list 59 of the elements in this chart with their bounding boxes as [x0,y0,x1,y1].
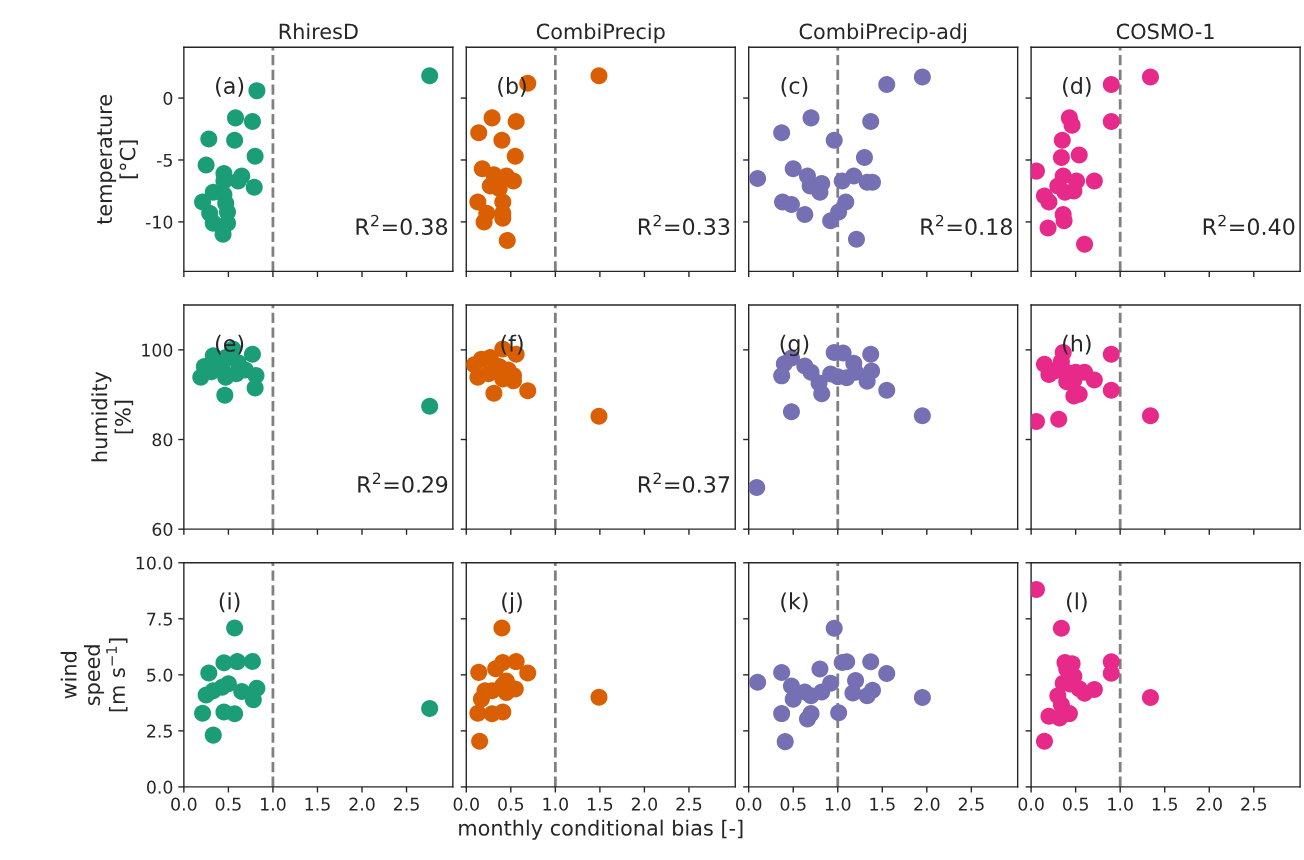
y-tick-label: -5 [156,153,172,167]
y-tick-label: -10 [145,215,173,229]
annotation: (b) [498,76,526,97]
annotation: (c) [781,76,808,97]
x-tick-label: 2.5 [958,797,984,811]
y-tick-label: 60 [152,522,173,536]
x-tick-label: 0.5 [498,797,524,811]
x-tick-label: 1.5 [587,797,613,811]
chart-title: CombiPrecip [536,23,665,44]
annotation: R$^{2}$=0.18 [921,214,1012,236]
y-tick-label: 2.5 [147,724,172,738]
x-tick-label: 1.5 [305,797,330,811]
y-axis-title: humidity [%] [91,371,134,462]
chart-title: COSMO-1 [1116,23,1214,40]
annotation: (k) [781,592,808,613]
y-tick-label: 100 [142,343,173,357]
y-tick-label: 5.0 [147,668,173,682]
x-tick-label: 2.0 [914,797,940,811]
annotation: (j) [502,592,522,614]
x-tick-label: 1.0 [1108,797,1133,811]
annotation: (h) [1063,334,1091,355]
x-tick-label: 0.5 [780,797,806,811]
x-tick-label: 1.0 [543,797,568,811]
annotation: R$^{2}$=0.40 [1203,214,1295,236]
x-tick-label: 0.0 [453,797,479,811]
x-tick-label: 1.5 [1152,797,1177,811]
x-tick-label: 1.5 [870,797,895,811]
x-tick-label: 2.5 [676,797,702,811]
x-tick-label: 0.0 [171,797,197,811]
x-axis-title: monthly conditional bias [-] [459,819,743,840]
chart-title: RhiresD [279,23,358,40]
x-tick-label: 1.0 [825,797,851,811]
annotation: (d) [1063,76,1091,97]
annotation: (l) [1067,592,1087,613]
x-tick-label: 2.5 [393,797,419,811]
y-tick-label: 80 [152,433,173,447]
annotation: R$^{2}$=0.38 [356,214,448,236]
x-tick-label: 2.0 [1196,797,1222,811]
annotation: (i) [219,592,240,613]
x-tick-label: 2.5 [1241,797,1267,811]
y-axis-title: wind speed [m s$^{−1}$] [60,638,128,712]
annotation: R$^{2}$=0.29 [358,472,448,493]
annotation: R$^{2}$=0.37 [638,472,730,493]
y-tick-label: 10.0 [136,556,173,570]
x-tick-label: 0.5 [215,797,241,811]
annotation: (a) [216,76,244,97]
annotation: R$^{2}$=0.33 [638,214,730,236]
x-tick-label: 0.0 [1018,797,1044,811]
y-tick-label: 0 [163,91,173,105]
y-axis-title: temperature [°C] [97,95,138,225]
x-tick-label: 0.5 [1062,797,1088,811]
chart-title: CombiPrecip-adj [799,23,966,44]
x-tick-label: 2.0 [349,797,375,811]
y-tick-label: 7.5 [147,612,172,626]
x-tick-label: 1.0 [261,797,286,811]
x-tick-label: 2.0 [631,797,658,811]
y-tick-label: 0.0 [146,780,173,794]
x-tick-label: 0.0 [736,797,762,811]
annotation: (g) [780,334,809,357]
